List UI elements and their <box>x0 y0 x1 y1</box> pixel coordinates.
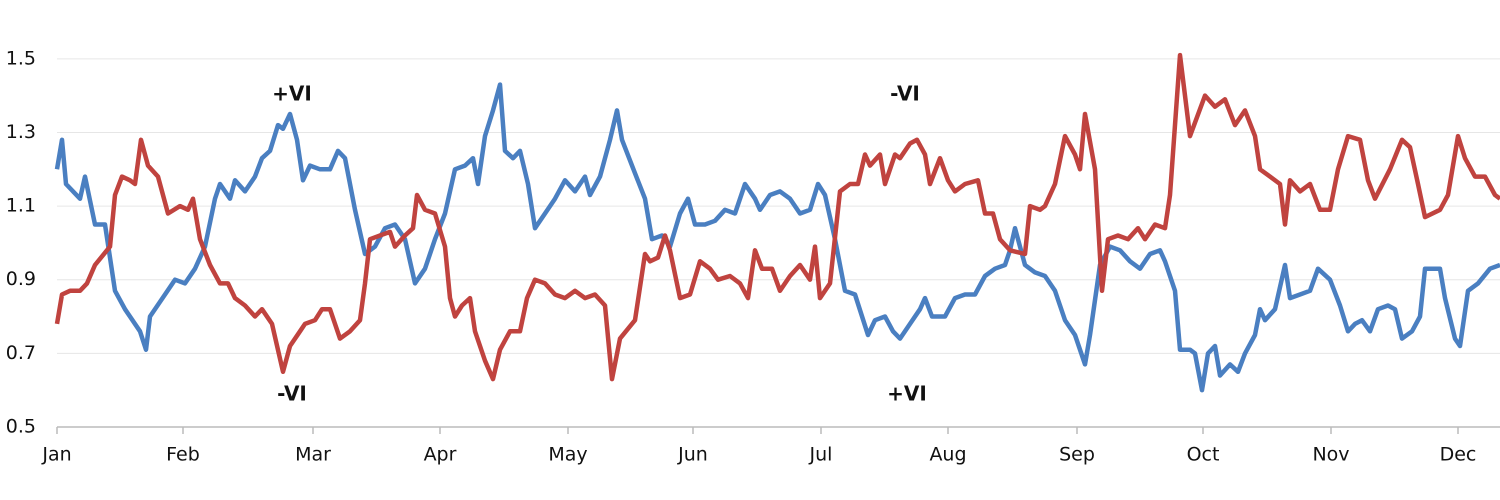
annotation: +VI <box>272 82 312 106</box>
x-tick-label: Nov <box>1312 444 1349 466</box>
y-tick-label: 1.3 <box>6 121 36 143</box>
y-tick-label: 0.9 <box>6 268 36 290</box>
x-tick-label: Jan <box>41 444 71 466</box>
x-tick-label: Jul <box>809 444 833 466</box>
y-tick-label: 0.5 <box>6 416 36 438</box>
series-line <box>54 82 1500 393</box>
y-tick-label: 0.7 <box>6 342 36 364</box>
x-tick-label: Mar <box>295 444 331 466</box>
x-tick-label: Feb <box>166 444 200 466</box>
x-tick-label: May <box>548 444 587 466</box>
y-tick-label: 1.5 <box>6 47 36 69</box>
series-line <box>54 52 1500 382</box>
y-tick-label: 1.1 <box>6 195 36 217</box>
x-tick-label: Dec <box>1440 444 1477 466</box>
annotation: +VI <box>887 382 927 406</box>
x-tick-label: Sep <box>1059 444 1095 466</box>
annotation: -VI <box>890 82 920 106</box>
annotation: -VI <box>277 382 307 406</box>
x-tick-label: Oct <box>1187 444 1220 466</box>
x-tick-label: Apr <box>424 444 457 466</box>
x-tick-label: Aug <box>929 444 966 466</box>
x-tick-label: Jun <box>677 444 708 466</box>
